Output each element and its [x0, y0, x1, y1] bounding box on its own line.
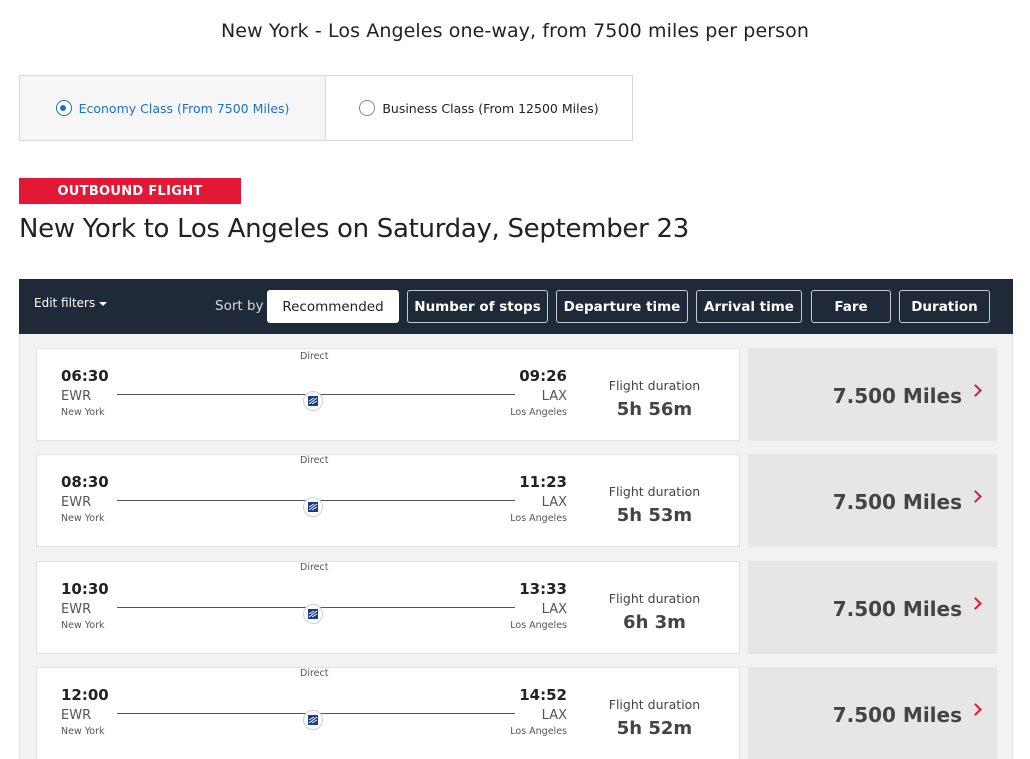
departure-airport-code: EWR: [61, 389, 92, 404]
flight-duration-value: 6h 3m: [623, 612, 686, 633]
arrival-time: 13:33: [519, 580, 567, 598]
airline-logo-icon: [303, 604, 323, 624]
sort-toolbar: Edit filters Sort by Recommended Number …: [19, 279, 1013, 334]
departure-city: New York: [61, 726, 105, 737]
business-radio[interactable]: [359, 100, 376, 116]
sort-recommended-button[interactable]: Recommended: [267, 290, 399, 323]
economy-class-option[interactable]: Economy Class (From 7500 Miles): [20, 76, 326, 140]
fare-select-button[interactable]: 7.500 Miles: [748, 667, 997, 759]
economy-radio[interactable]: [55, 100, 72, 116]
sort-by-label: Sort by: [215, 298, 264, 314]
business-class-option[interactable]: Business Class (From 12500 Miles): [326, 76, 632, 140]
departure-time: 12:00: [61, 686, 109, 704]
chevron-right-icon: [969, 384, 982, 397]
airline-logo-icon: [303, 497, 323, 517]
departure-city: New York: [61, 513, 105, 524]
arrival-airport-code: LAX: [541, 495, 567, 510]
caret-down-icon: [99, 301, 108, 306]
airline-logo-icon: [303, 710, 323, 730]
flight-duration-value: 5h 52m: [616, 718, 693, 739]
airline-logo-icon: [303, 391, 323, 411]
flight-duration-label: Flight duration: [608, 591, 701, 606]
fare-amount: 7.500 Miles: [832, 597, 962, 621]
sort-arrival-time-button[interactable]: Arrival time: [696, 290, 802, 323]
departure-time: 08:30: [61, 473, 109, 491]
stops-label: Direct: [300, 455, 329, 466]
flight-card[interactable]: Direct 08:30 EWR New York 11:23 LAX Los …: [36, 454, 740, 547]
chevron-right-icon: [969, 597, 982, 610]
arrival-airport-code: LAX: [541, 602, 567, 617]
page-headline: New York - Los Angeles one-way, from 750…: [220, 20, 810, 42]
fare-amount: 7.500 Miles: [832, 703, 962, 727]
route-title: New York to Los Angeles on Saturday, Sep…: [19, 214, 689, 244]
departure-airport-code: EWR: [61, 602, 92, 617]
flight-card[interactable]: Direct 12:00 EWR New York 14:52 LAX Los …: [36, 667, 740, 759]
departure-airport-code: EWR: [61, 495, 92, 510]
edit-filters-label: Edit filters: [34, 296, 96, 310]
fare-select-button[interactable]: 7.500 Miles: [748, 561, 997, 654]
departure-time: 10:30: [61, 580, 109, 598]
departure-airport-code: EWR: [61, 708, 92, 723]
fare-amount: 7.500 Miles: [832, 384, 962, 408]
edit-filters-button[interactable]: Edit filters: [34, 296, 108, 310]
arrival-city: Los Angeles: [510, 620, 567, 631]
sort-duration-button[interactable]: Duration: [899, 290, 990, 323]
flight-duration-value: 5h 56m: [616, 399, 693, 420]
flight-duration-value: 5h 53m: [616, 505, 693, 526]
arrival-time: 11:23: [519, 473, 567, 491]
arrival-time: 14:52: [519, 686, 567, 704]
flight-duration-label: Flight duration: [608, 378, 701, 393]
departure-city: New York: [61, 620, 105, 631]
fare-select-button[interactable]: 7.500 Miles: [748, 348, 997, 441]
stops-label: Direct: [300, 351, 329, 362]
flight-duration-label: Flight duration: [608, 697, 701, 712]
departure-time: 06:30: [61, 367, 109, 385]
sort-departure-time-button[interactable]: Departure time: [556, 290, 688, 323]
arrival-time: 09:26: [519, 367, 567, 385]
flight-card[interactable]: Direct 06:30 EWR New York 09:26 LAX Los …: [36, 348, 740, 441]
flight-results-list: Direct 06:30 EWR New York 09:26 LAX Los …: [19, 334, 1013, 759]
stops-label: Direct: [300, 562, 329, 573]
flight-card[interactable]: Direct 10:30 EWR New York 13:33 LAX Los …: [36, 561, 740, 654]
fare-amount: 7.500 Miles: [832, 490, 962, 514]
sort-fare-button[interactable]: Fare: [811, 290, 891, 323]
flight-duration-label: Flight duration: [608, 484, 701, 499]
cabin-class-selector: Economy Class (From 7500 Miles) Business…: [19, 75, 633, 141]
stops-label: Direct: [300, 668, 329, 679]
arrival-airport-code: LAX: [541, 708, 567, 723]
arrival-airport-code: LAX: [541, 389, 567, 404]
departure-city: New York: [61, 407, 105, 418]
outbound-flight-badge: OUTBOUND FLIGHT: [19, 178, 241, 204]
sort-number-of-stops-button[interactable]: Number of stops: [407, 290, 548, 323]
arrival-city: Los Angeles: [510, 513, 567, 524]
arrival-city: Los Angeles: [510, 407, 567, 418]
fare-select-button[interactable]: 7.500 Miles: [748, 454, 997, 547]
chevron-right-icon: [969, 703, 982, 716]
economy-class-label: Economy Class (From 7500 Miles): [78, 100, 290, 116]
chevron-right-icon: [969, 490, 982, 503]
business-class-label: Business Class (From 12500 Miles): [382, 100, 599, 116]
arrival-city: Los Angeles: [510, 726, 567, 737]
